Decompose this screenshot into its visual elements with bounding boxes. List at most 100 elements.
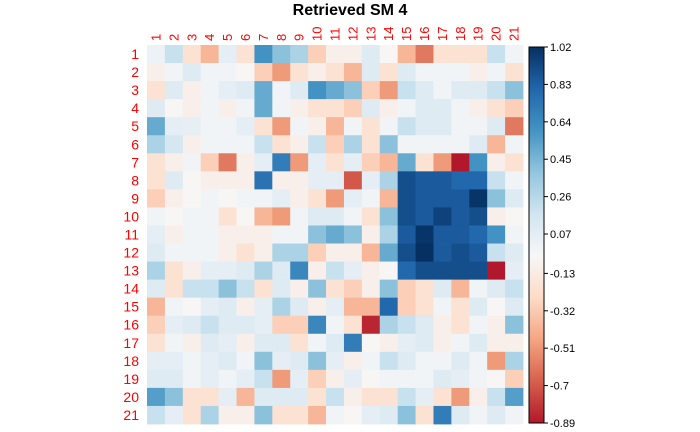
heatmap-cell — [487, 45, 506, 64]
heatmap-cell — [379, 279, 399, 299]
heatmap-cell — [469, 261, 488, 281]
heatmap-cell — [200, 99, 220, 118]
column-label: 16 — [417, 27, 432, 41]
column-label: 21 — [507, 27, 522, 41]
heatmap-cell — [451, 189, 470, 208]
heatmap-cell — [505, 135, 524, 154]
heatmap-cell — [272, 315, 291, 335]
heatmap-cell — [308, 117, 327, 136]
heatmap-cell — [326, 225, 345, 244]
heatmap-cell — [308, 243, 327, 262]
heatmap-cell — [236, 243, 255, 262]
heatmap-cell — [451, 135, 470, 154]
heatmap-cell — [200, 207, 220, 226]
heatmap-cell — [361, 63, 381, 82]
heatmap-cell — [361, 387, 381, 407]
heatmap-cell — [397, 351, 416, 371]
heatmap-cell — [164, 99, 184, 118]
heatmap-cell — [308, 153, 327, 172]
row-label: 16 — [123, 317, 139, 333]
heatmap-cell — [469, 189, 488, 208]
heatmap-cell — [451, 81, 470, 100]
heatmap-cell — [182, 99, 202, 118]
heatmap-cell — [505, 351, 524, 371]
heatmap-cell — [236, 369, 255, 389]
heatmap-cell — [361, 225, 381, 244]
heatmap-cell — [236, 297, 255, 317]
heatmap-cell — [433, 153, 452, 172]
colorbar-tick-label: 0.64 — [550, 117, 571, 129]
heatmap-cell — [469, 297, 488, 317]
heatmap-cell — [290, 189, 309, 208]
heatmap-cell — [451, 243, 470, 262]
heatmap-cell — [182, 153, 202, 172]
heatmap-cell — [254, 189, 273, 208]
heatmap-cell — [272, 405, 291, 425]
heatmap-cell — [272, 297, 291, 317]
heatmap-cell — [415, 171, 434, 190]
heatmap-cell — [505, 333, 524, 353]
heatmap-cell — [487, 297, 506, 317]
heatmap-cell — [379, 369, 399, 389]
heatmap-cell — [505, 261, 524, 281]
heatmap-cell — [290, 351, 309, 371]
heatmap-cell — [343, 135, 363, 154]
heatmap-cell — [218, 117, 237, 136]
heatmap-cell — [147, 189, 166, 208]
heatmap-cell — [218, 63, 237, 82]
row-label: 14 — [123, 281, 139, 297]
heatmap-cell — [343, 81, 363, 100]
heatmap-cell — [505, 207, 524, 226]
heatmap-cell — [469, 315, 488, 335]
heatmap-cell — [469, 81, 488, 100]
heatmap-cell — [397, 63, 416, 82]
heatmap-cell — [290, 261, 309, 281]
heatmap-cell — [487, 351, 506, 371]
heatmap-cell — [254, 171, 273, 190]
heatmap-cell — [182, 243, 202, 262]
heatmap-cell — [415, 261, 434, 281]
heatmap-cell — [308, 189, 327, 208]
heatmap-cell — [254, 315, 273, 335]
heatmap-cell — [379, 117, 399, 136]
heatmap-cell — [164, 63, 184, 82]
heatmap-cell — [343, 189, 363, 208]
heatmap-cell — [415, 315, 434, 335]
heatmap-cell — [433, 225, 452, 244]
heatmap-cell — [451, 369, 470, 389]
heatmap-cell — [343, 261, 363, 281]
column-label: 4 — [202, 34, 217, 41]
heatmap-cell — [326, 153, 345, 172]
heatmap-cell — [343, 315, 363, 335]
heatmap-cell — [147, 207, 166, 226]
heatmap-cell — [147, 279, 166, 299]
heatmap-cell — [343, 117, 363, 136]
heatmap-cell — [343, 63, 363, 82]
heatmap-cell — [218, 171, 237, 190]
heatmap-cell — [361, 189, 381, 208]
heatmap-cell — [487, 405, 506, 425]
heatmap-cell — [147, 297, 166, 317]
heatmap-cell — [469, 117, 488, 136]
heatmap-cell — [254, 243, 273, 262]
heatmap-cell — [308, 405, 327, 425]
heatmap-cell — [200, 189, 220, 208]
heatmap-cell — [487, 171, 506, 190]
heatmap-cell — [433, 279, 452, 299]
heatmap-cell — [272, 351, 291, 371]
heatmap-cell — [415, 351, 434, 371]
heatmap-cell — [343, 405, 363, 425]
heatmap-cell — [326, 351, 345, 371]
heatmap-cell — [272, 117, 291, 136]
heatmap-cell — [326, 207, 345, 226]
heatmap-cell — [451, 99, 470, 118]
heatmap-cell — [397, 333, 416, 353]
heatmap-cell — [487, 387, 506, 407]
column-label: 7 — [256, 34, 271, 41]
heatmap-cell — [308, 297, 327, 317]
heatmap-cell — [487, 279, 506, 299]
heatmap-cell — [379, 315, 399, 335]
heatmap-cell — [397, 315, 416, 335]
heatmap-cell — [290, 171, 309, 190]
heatmap-cell — [254, 45, 273, 64]
